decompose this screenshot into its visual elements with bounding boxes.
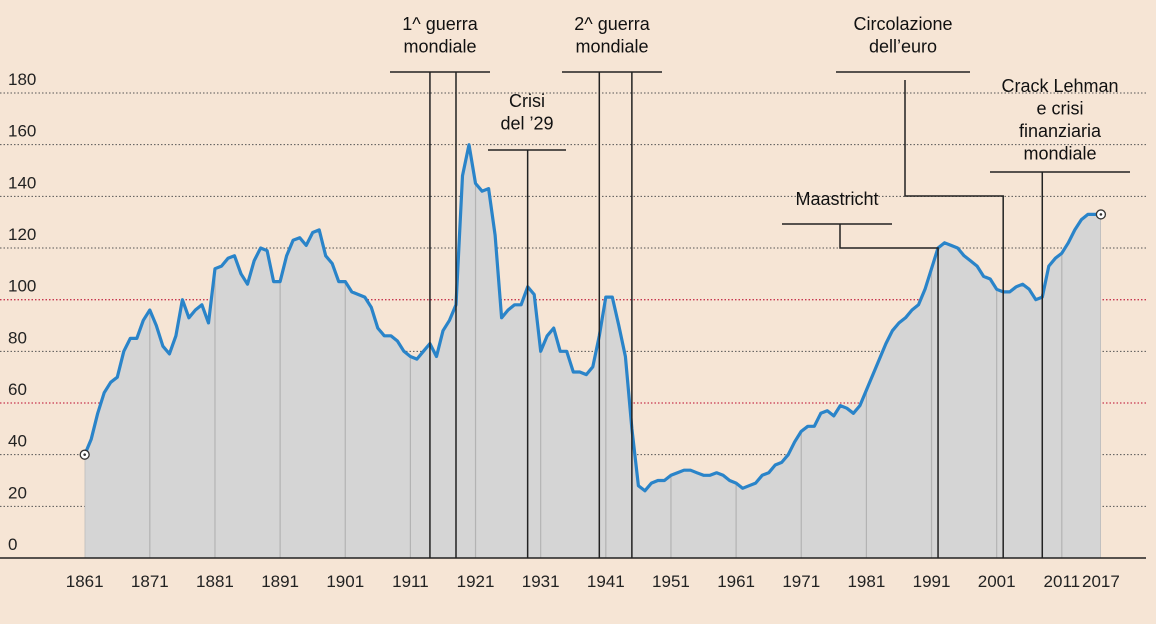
x-tick-label: 1931: [522, 572, 560, 591]
x-tick-label: 1901: [326, 572, 364, 591]
y-tick-label: 40: [8, 432, 27, 451]
annotation-label: mondiale: [575, 37, 648, 57]
annotation-line: [904, 80, 1004, 558]
end-marker-dot: [83, 453, 86, 456]
annotation-label: mondiale: [1023, 144, 1096, 164]
y-tick-label: 160: [8, 122, 36, 141]
y-tick-label: 180: [8, 70, 36, 89]
line: [83, 143, 1101, 493]
x-tick-label: 1891: [261, 572, 299, 591]
x-tick-label: 1871: [131, 572, 169, 591]
annotation-label: mondiale: [403, 37, 476, 57]
y-tick-label: 140: [8, 173, 36, 192]
x-tick-label: 1921: [457, 572, 495, 591]
x-tick-label: 1941: [587, 572, 625, 591]
area: [84, 144, 1101, 558]
y-tick-label: 0: [8, 535, 17, 554]
annotation-label: dell’euro: [869, 37, 937, 57]
x-tick-label: 2011: [1044, 572, 1081, 591]
end-marker-dot: [1099, 213, 1103, 216]
annotation-label: Crisi: [509, 91, 545, 111]
y-tick-label: 80: [8, 328, 27, 347]
annotation-label: del ’29: [500, 114, 553, 134]
y-tick-label: 120: [8, 225, 36, 244]
x-tick-label: 1951: [652, 572, 690, 591]
annotation-label: 1^ guerra: [402, 14, 478, 34]
annotation-label: e crisi: [1036, 99, 1083, 119]
annotation-label: Maastricht: [795, 189, 878, 209]
y-tick-label: 60: [8, 380, 27, 399]
x-tick-label: 1861: [66, 572, 104, 591]
annotation-label: finanziaria: [1019, 121, 1102, 141]
x-tick-label: 1961: [717, 572, 755, 591]
x-tick-label: 2017: [1082, 572, 1120, 591]
x-tick-label: 1911: [392, 572, 429, 591]
x-tick-label: 2001: [978, 572, 1016, 591]
x-tick-label: 1881: [196, 572, 234, 591]
annotation-label: Circolazione: [853, 14, 952, 34]
annotation-label: 2^ guerra: [574, 14, 650, 34]
annotation-label: Crack Lehman: [1001, 76, 1118, 96]
y-tick-label: 100: [8, 277, 36, 296]
y-tick-label: 20: [8, 483, 27, 502]
x-tick-label: 1971: [782, 572, 820, 591]
x-tick-label: 1991: [913, 572, 951, 591]
annotation-line: [839, 224, 939, 558]
x-tick-label: 1981: [847, 572, 885, 591]
